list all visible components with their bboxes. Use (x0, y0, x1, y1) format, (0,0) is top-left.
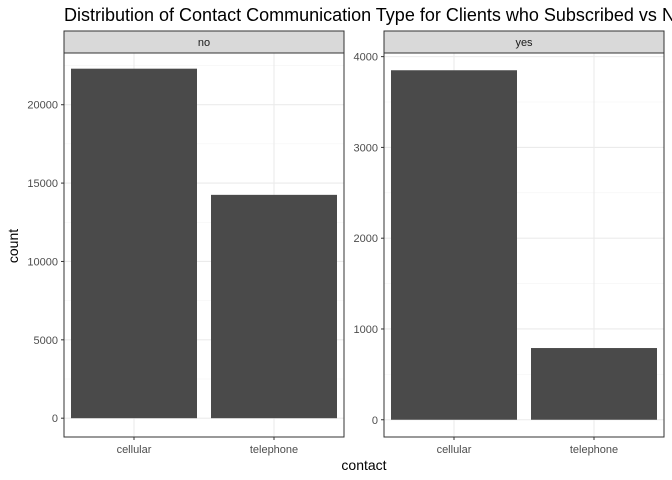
facet-strip-label: no (198, 37, 210, 49)
x-tick-label: cellular (437, 444, 472, 456)
facet-strip (383, 30, 665, 54)
y-tick-label: 4000 (354, 52, 378, 64)
y-tick-label: 20000 (27, 100, 58, 112)
y-tick-label: 3000 (354, 142, 378, 154)
y-tick-label: 2000 (354, 233, 378, 245)
bar-no-cellular (71, 68, 197, 419)
facet-strip (63, 30, 345, 54)
facet-strip-label: yes (515, 37, 533, 49)
chart-title: Distribution of Contact Communication Ty… (64, 5, 672, 25)
y-axis-title: count (5, 229, 21, 263)
bar-yes-telephone (531, 348, 657, 420)
x-tick-label: cellular (117, 444, 152, 456)
y-tick-label: 15000 (27, 178, 58, 190)
y-tick-label: 0 (372, 415, 378, 427)
x-tick-label: telephone (570, 444, 618, 456)
panel-no: no 0 5000 10000 15000 20000 cellular telephone (27, 30, 345, 456)
panel-yes: yes 0 1000 2000 3000 4000 cellular telephone (354, 30, 665, 456)
x-axis-title: contact (341, 457, 386, 473)
bar-no-telephone (211, 194, 337, 419)
y-tick-label: 10000 (27, 256, 58, 268)
bar-yes-cellular (391, 70, 517, 420)
y-tick-label: 0 (52, 413, 58, 425)
y-tick-label: 1000 (354, 324, 378, 336)
y-tick-label: 5000 (34, 335, 58, 347)
x-tick-label: telephone (250, 444, 298, 456)
